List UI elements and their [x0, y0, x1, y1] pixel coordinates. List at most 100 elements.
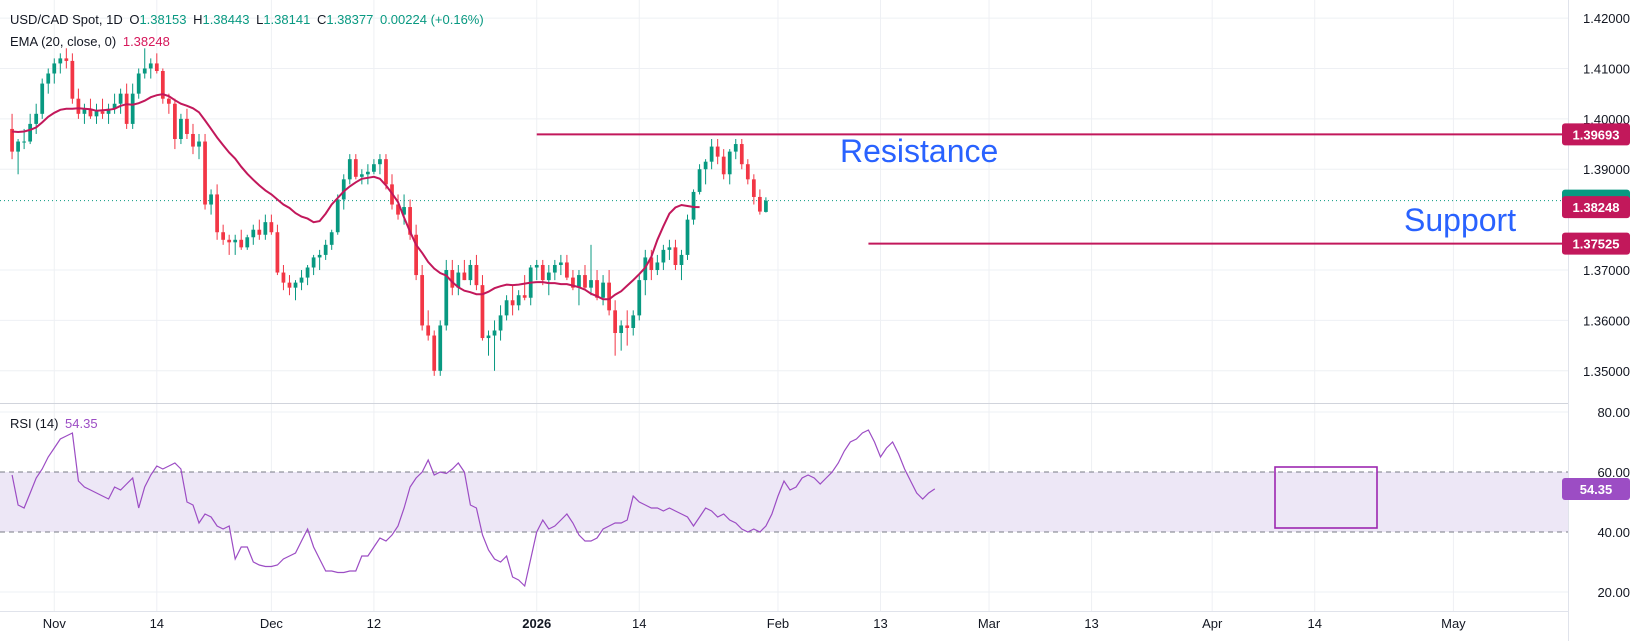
ema-label: EMA (20, close, 0): [10, 34, 117, 49]
candle: [76, 88, 81, 119]
high-label: H: [193, 12, 203, 27]
rsi-tick-label: 60.00: [1597, 465, 1630, 480]
candle-body: [106, 108, 111, 114]
candle-body: [540, 264, 545, 281]
candle-body: [46, 73, 51, 84]
candle-body: [70, 60, 75, 99]
candle-body: [402, 207, 406, 215]
candle: [631, 310, 636, 336]
candle-body: [22, 141, 26, 143]
candle: [185, 108, 189, 140]
candle-body: [28, 123, 33, 142]
resistance-badge: 1.39693: [1562, 123, 1630, 146]
candle: [52, 58, 57, 84]
candle-body: [571, 277, 575, 288]
symbol-label: USD/CAD Spot, 1D: [10, 12, 123, 27]
candle: [359, 169, 364, 185]
candle: [498, 305, 503, 341]
candle: [619, 320, 624, 351]
candle-body: [420, 275, 425, 326]
candle-body: [522, 295, 527, 298]
candle-body: [245, 237, 250, 248]
candle: [106, 103, 111, 124]
candle: [124, 83, 129, 129]
close-value: 1.38377: [326, 12, 374, 27]
candle-body: [118, 93, 123, 104]
candle: [522, 275, 527, 301]
candle: [727, 149, 732, 185]
candle: [709, 139, 714, 170]
candle-body: [607, 282, 611, 311]
candle: [540, 259, 545, 286]
candle: [173, 98, 177, 150]
candle: [40, 78, 45, 119]
candle-body: [173, 103, 177, 140]
candle-body: [317, 254, 322, 258]
rsi-highlight-box: [1274, 466, 1378, 529]
candle-body: [52, 63, 57, 74]
candle: [34, 103, 39, 134]
candle-body: [733, 144, 738, 152]
candle: [347, 154, 352, 185]
candle: [112, 93, 117, 114]
candle: [613, 300, 618, 356]
candle-body: [227, 239, 232, 243]
resistance-annotation: Resistance: [840, 133, 998, 169]
candle-body: [673, 247, 678, 265]
time-axis: Nov 14 Dec 12 2026 14 Feb 13 Mar 13 Apr 14 May: [43, 616, 1466, 631]
candle: [130, 83, 135, 129]
candle-body: [703, 161, 708, 170]
candle: [468, 259, 473, 286]
ema-badge: 1.38248: [1562, 196, 1630, 219]
candle-body: [456, 272, 461, 288]
ohlc-legend: USD/CAD Spot, 1D O1.38153 H1.38443 L1.38…: [10, 12, 487, 27]
candle-body: [82, 108, 87, 114]
candle-body: [154, 63, 159, 71]
candle: [275, 224, 280, 276]
candle: [311, 254, 316, 276]
rsi-label: RSI (14): [10, 416, 59, 431]
candle: [571, 270, 575, 291]
rsi-tick-label: 20.00: [1597, 585, 1630, 600]
candle-body: [299, 277, 304, 283]
candle-body: [691, 191, 696, 220]
support-badge-bg: [1562, 232, 1630, 255]
resistance-badge-bg: [1562, 123, 1630, 146]
candle: [329, 229, 334, 250]
candle: [510, 285, 515, 316]
candle: [697, 164, 702, 195]
candle: [589, 244, 593, 296]
candle-body: [100, 111, 105, 114]
candle-body: [625, 325, 630, 328]
candle: [552, 259, 557, 281]
candle-body: [444, 270, 449, 326]
close-label: C: [316, 12, 327, 27]
candle: [118, 88, 123, 114]
candle-body: [263, 222, 268, 235]
candle: [148, 58, 153, 79]
candle-body: [679, 254, 684, 265]
candle: [227, 234, 232, 255]
candle-body: [275, 232, 280, 273]
rsi-value: 54.35: [65, 416, 98, 431]
time-tick-label: Mar: [978, 616, 1001, 631]
candle: [142, 48, 147, 79]
candle-body: [40, 83, 45, 114]
candle: [673, 239, 678, 271]
candle: [353, 154, 358, 180]
candle-body: [287, 282, 292, 288]
candle: [378, 154, 382, 175]
candle-body: [269, 222, 274, 233]
rsi-tick-label: 80.00: [1597, 405, 1630, 420]
candle-body: [534, 264, 539, 268]
candle-body: [233, 239, 238, 243]
candle-body: [257, 229, 262, 235]
candle-body: [88, 108, 93, 117]
time-tick-label: Apr: [1202, 616, 1223, 631]
candle: [58, 53, 63, 74]
candle: [366, 164, 370, 185]
high-value: 1.38443: [202, 12, 250, 27]
resistance-badge-text: 1.39693: [1573, 127, 1620, 142]
candle: [625, 310, 630, 346]
